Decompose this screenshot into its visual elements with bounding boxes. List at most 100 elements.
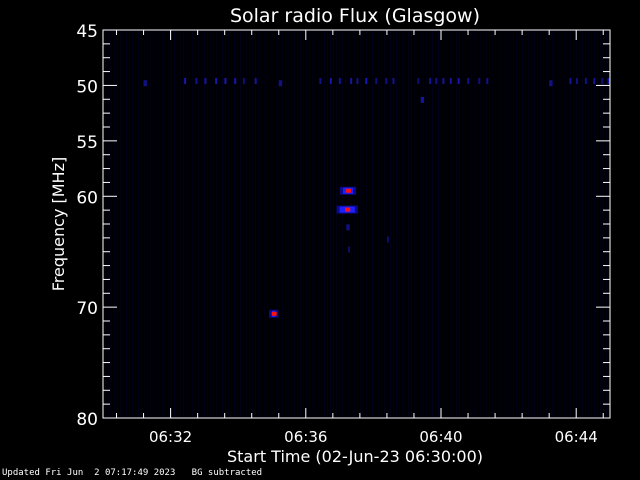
background-striation — [183, 30, 184, 418]
background-striation — [528, 30, 529, 418]
x-tick-label: 06:40 — [419, 428, 462, 446]
background-striation — [282, 30, 283, 418]
background-striation — [333, 30, 334, 418]
background-striation — [600, 30, 601, 418]
background-striation — [111, 30, 112, 418]
emission-feature — [278, 80, 283, 87]
background-striation — [549, 30, 550, 418]
emission-segment — [575, 77, 578, 84]
emission-segment — [350, 77, 353, 84]
emission-segment — [478, 77, 481, 84]
background-striation — [198, 30, 199, 418]
background-striation — [135, 30, 136, 418]
background-striation — [147, 30, 148, 418]
background-striation — [174, 30, 175, 418]
background-striation — [201, 30, 202, 418]
background-striation — [360, 30, 361, 418]
background-striation — [252, 30, 253, 418]
background-striation — [531, 30, 532, 418]
background-striation — [399, 30, 400, 418]
background-striation — [450, 30, 451, 418]
y-tick-label: 50 — [76, 77, 98, 97]
background-striation — [309, 30, 310, 418]
background-striation — [294, 30, 295, 418]
emission-segment — [365, 77, 368, 84]
background-striation — [153, 30, 154, 418]
background-striation — [300, 30, 301, 418]
background-striation — [132, 30, 133, 418]
background-striation — [246, 30, 247, 418]
emission-segment — [584, 77, 587, 84]
axes: 06:32 06:36 06:40 06:44 45 50 55 60 70 80 — [76, 22, 611, 446]
background-striation — [525, 30, 526, 418]
emission-feature — [339, 186, 357, 195]
background-striation — [285, 30, 286, 418]
background-striation — [150, 30, 151, 418]
background-striation — [231, 30, 232, 418]
emission-segment — [385, 77, 388, 84]
emission-feature — [569, 77, 610, 84]
footer: Updated Fri Jun 2 07:17:49 2023 BG subtr… — [2, 468, 262, 478]
emission-segment — [242, 77, 245, 84]
background-striation — [348, 30, 349, 418]
background-striation — [405, 30, 406, 418]
emission-segment — [329, 77, 332, 84]
background-striation — [465, 30, 466, 418]
background-striation — [123, 30, 124, 418]
background-striation — [219, 30, 220, 418]
background-striation — [435, 30, 436, 418]
background-striation — [507, 30, 508, 418]
emission-segment — [215, 77, 218, 84]
emission-segment — [449, 77, 452, 84]
x-axis-label: Start Time (02-Jun-23 06:30:00) — [227, 447, 483, 466]
plot-background — [103, 30, 610, 418]
background-striation — [423, 30, 424, 418]
background-striation — [279, 30, 280, 418]
emission-peak — [346, 188, 352, 193]
background-striation — [411, 30, 412, 418]
background-striation — [387, 30, 388, 418]
background-striation — [519, 30, 520, 418]
background-striation — [363, 30, 364, 418]
background-striation — [597, 30, 598, 418]
background-striation — [384, 30, 385, 418]
background-striation — [498, 30, 499, 418]
emission-segment — [601, 77, 604, 84]
emission-peak — [271, 311, 277, 316]
background-striation — [396, 30, 397, 418]
background-striation — [504, 30, 505, 418]
background-striation — [213, 30, 214, 418]
background-striation — [564, 30, 565, 418]
background-striation — [573, 30, 574, 418]
background-striation — [522, 30, 523, 418]
emission-segment — [549, 80, 553, 87]
x-tick-label: 06:32 — [149, 428, 192, 446]
background-striation — [414, 30, 415, 418]
background-striation — [177, 30, 178, 418]
emission-segment — [457, 77, 460, 84]
emission-segment — [346, 224, 350, 231]
emission-segment — [143, 80, 147, 87]
background-striation — [129, 30, 130, 418]
background-striation — [582, 30, 583, 418]
background-striation — [555, 30, 556, 418]
background-striation — [462, 30, 463, 418]
background-striation — [588, 30, 589, 418]
background-striation — [321, 30, 322, 418]
emission-feature — [319, 77, 395, 84]
background-striation — [570, 30, 571, 418]
background-striation — [255, 30, 256, 418]
background-striation — [495, 30, 496, 418]
background-striation — [165, 30, 166, 418]
background-striation — [543, 30, 544, 418]
emission-peak — [345, 207, 351, 212]
background-striation — [483, 30, 484, 418]
background-striation — [207, 30, 208, 418]
emission-segment — [442, 77, 445, 84]
background-striation — [270, 30, 271, 418]
background-striation — [303, 30, 304, 418]
background-striation — [474, 30, 475, 418]
background-striation — [171, 30, 172, 418]
background-striation — [372, 30, 373, 418]
background-striation — [456, 30, 457, 418]
